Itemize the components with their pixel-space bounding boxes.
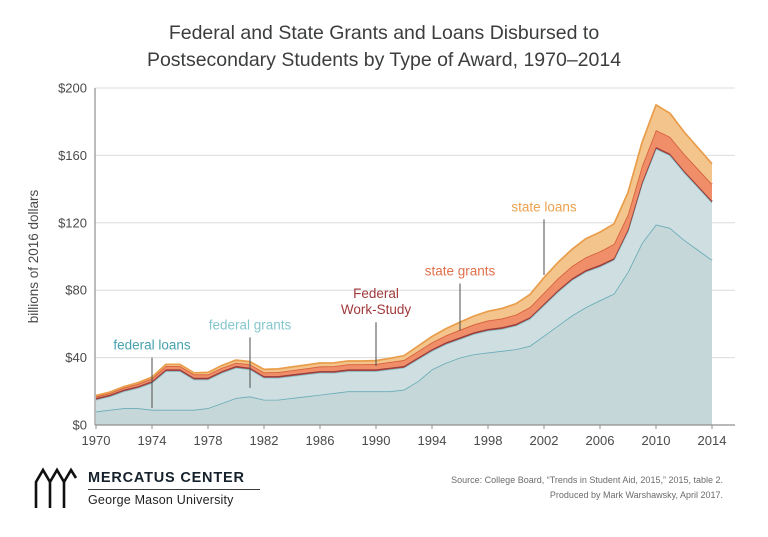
org-block: MERCATUS CENTER George Mason University [88,470,268,507]
org-name: MERCATUS CENTER [88,470,245,486]
mercatus-logo-icon [34,467,78,508]
chart-title-line1: Federal and State Grants and Loans Disbu… [168,22,600,44]
org-subtitle: George Mason University [88,493,234,507]
y-tick-label: $120 [58,215,87,230]
annotation-label: state grants [425,263,496,278]
y-tick-label: $160 [58,148,87,163]
y-tick-label: $0 [73,418,87,433]
chart-title: Federal and State Grants and Loans Disbu… [0,20,768,74]
x-tick-label: 1974 [138,433,167,448]
source-line1: Source: College Board, “Trends in Studen… [451,475,723,485]
x-tick-label: 2014 [698,433,727,448]
annotation-label: federal grants [209,317,292,332]
x-tick-label: 2010 [642,433,671,448]
x-tick-label: 2002 [530,433,559,448]
x-tick-label: 1994 [418,433,447,448]
annotation-label: Work-Study [341,302,412,317]
area-federal grants [96,148,712,412]
annotation-label: state loans [511,199,577,214]
x-tick-label: 1986 [306,433,335,448]
x-tick-label: 1990 [362,433,391,448]
annotation-label: federal loans [113,338,191,353]
area-state loans [96,104,712,397]
area-federal loans [96,224,712,425]
area-state grants [96,130,712,398]
line-state loans [95,104,713,397]
x-tick-label: 2006 [586,433,615,448]
org-divider [88,489,260,490]
source-line2: Produced by Mark Warshawsky, April 2017. [549,489,723,500]
chart-title-line2: Postsecondary Students by Type of Award,… [146,48,622,71]
y-tick-label: $200 [58,81,87,96]
x-tick-label: 1978 [194,433,223,448]
footer: MERCATUS CENTER George Mason University … [0,462,768,537]
y-tick-label: $80 [65,283,87,298]
source-note: Source: College Board, “Trends in Studen… [451,473,723,503]
x-tick-label: 1970 [82,433,111,448]
y-axis-label: billions of 2016 dollars [26,189,41,323]
x-tick-label: 1982 [250,433,279,448]
y-tick-label: $40 [65,350,87,365]
annotation-label: Federal [353,286,399,301]
x-tick-label: 1998 [474,433,503,448]
